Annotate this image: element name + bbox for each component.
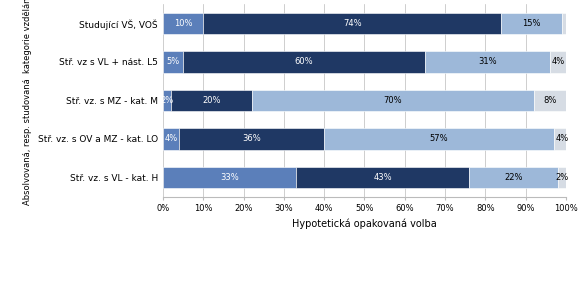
Text: 4%: 4% (555, 134, 569, 143)
Bar (534, 90, 566, 111)
Text: 2%: 2% (555, 173, 569, 182)
Text: 31%: 31% (478, 57, 496, 66)
Bar (179, 128, 324, 149)
Text: 4%: 4% (164, 134, 178, 143)
Text: 43%: 43% (373, 173, 392, 182)
Bar (163, 13, 203, 34)
X-axis label: Hypotetická opakovaná volba: Hypotetická opakovaná volba (292, 219, 437, 229)
Text: 20%: 20% (202, 96, 221, 105)
Bar (203, 13, 502, 34)
Bar (469, 167, 558, 188)
Bar (558, 167, 566, 188)
Text: 22%: 22% (505, 173, 523, 182)
Text: 33%: 33% (220, 173, 239, 182)
Text: 2%: 2% (161, 96, 173, 105)
Text: 4%: 4% (551, 57, 565, 66)
Bar (554, 128, 570, 149)
Bar (562, 13, 566, 34)
Bar (324, 128, 554, 149)
Bar (163, 128, 179, 149)
Text: 74%: 74% (343, 19, 361, 28)
Bar (171, 90, 251, 111)
Bar (502, 13, 562, 34)
Text: 57%: 57% (430, 134, 448, 143)
Text: 15%: 15% (523, 19, 541, 28)
Bar (163, 90, 171, 111)
Bar (251, 90, 534, 111)
Bar (163, 167, 296, 188)
Bar (183, 51, 425, 72)
Text: 5%: 5% (166, 57, 180, 66)
Text: 36%: 36% (242, 134, 261, 143)
Y-axis label: Absolvovaná, resp. studovaná  kategorie vzdělání: Absolvovaná, resp. studovaná kategorie v… (23, 0, 33, 205)
Bar (163, 51, 183, 72)
Text: 8%: 8% (543, 96, 556, 105)
Bar (550, 51, 566, 72)
Text: 70%: 70% (384, 96, 402, 105)
Text: 60%: 60% (294, 57, 313, 66)
Bar (425, 51, 550, 72)
Text: 10%: 10% (174, 19, 193, 28)
Bar (296, 167, 469, 188)
